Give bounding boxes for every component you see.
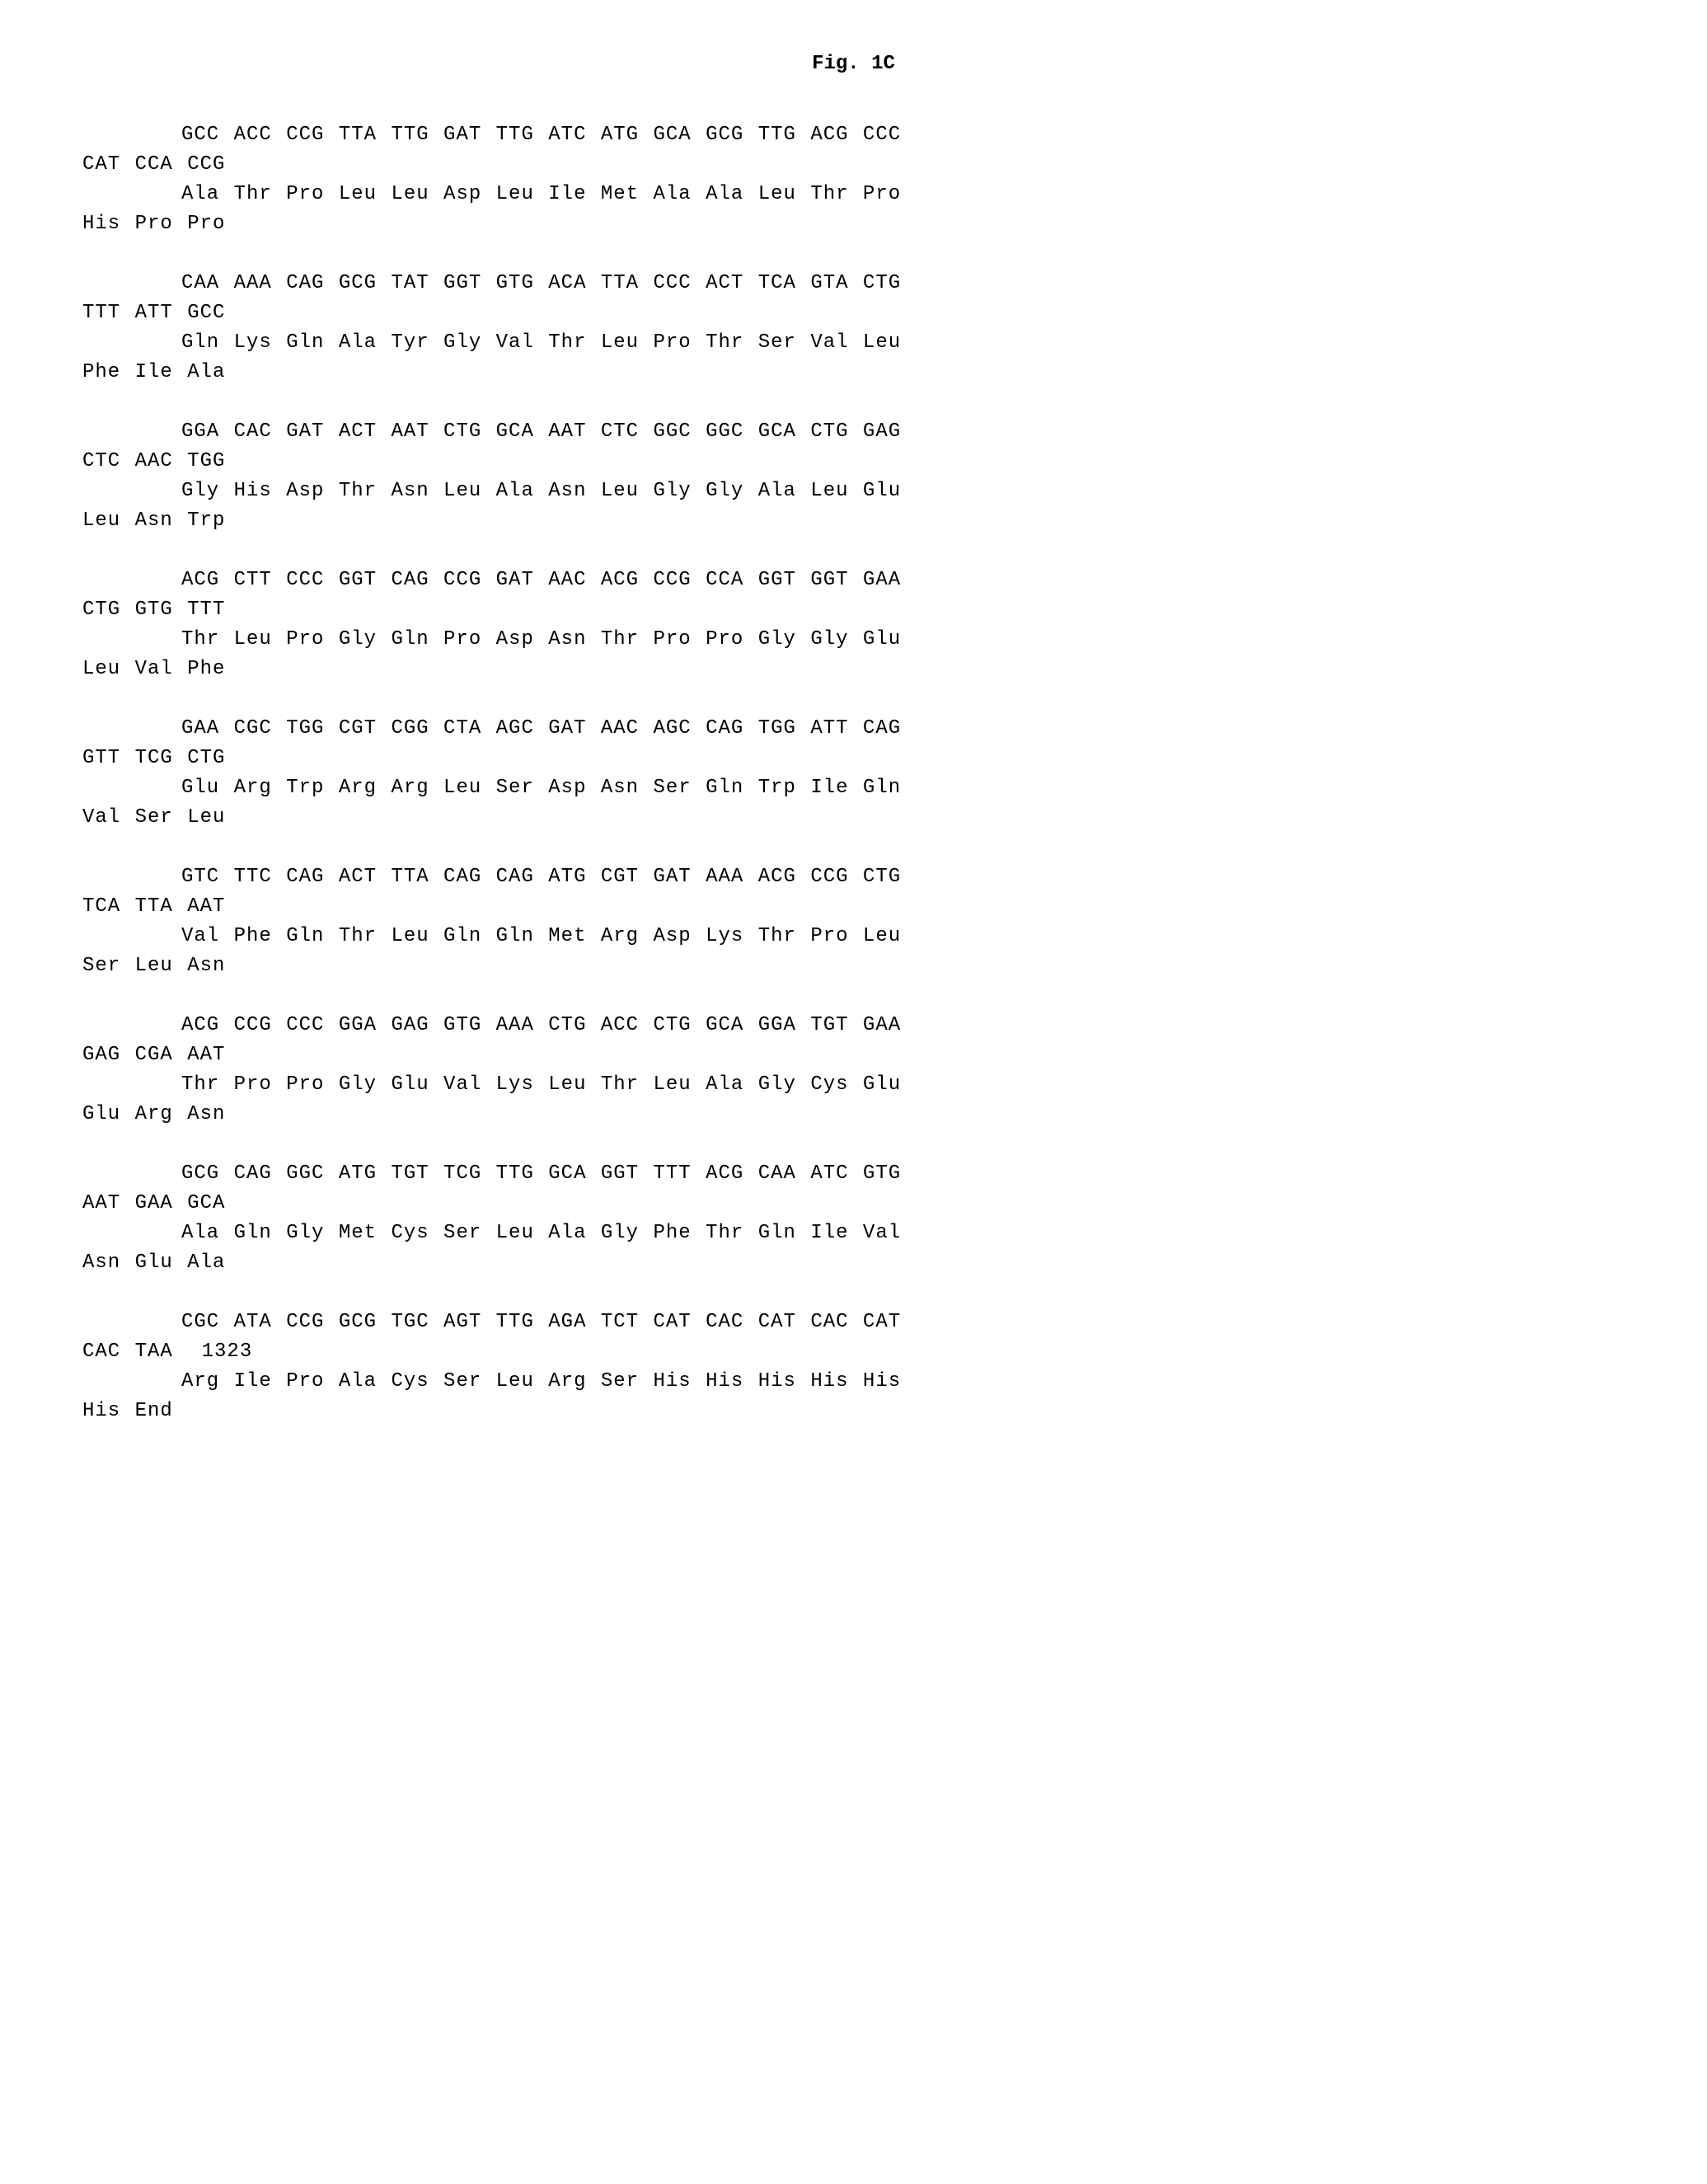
dna-line-2: GAG CGA AAT	[82, 1040, 1625, 1070]
dna-line-1: GGA CAC GAT ACT AAT CTG GCA AAT CTC GGC …	[82, 417, 1625, 447]
sequence-block: GCC ACC CCG TTA TTG GAT TTG ATC ATG GCA …	[82, 120, 1625, 239]
dna-line-2: CTG GTG TTT	[82, 595, 1625, 625]
dna-line-2: TTT ATT GCC	[82, 298, 1625, 328]
amino-acid-line-1: Thr Leu Pro Gly Gln Pro Asp Asn Thr Pro …	[82, 625, 1625, 655]
amino-acid-line-2: Ser Leu Asn	[82, 951, 1625, 981]
amino-acid-line-2: Phe Ile Ala	[82, 358, 1625, 387]
amino-acid-line-2: Leu Asn Trp	[82, 506, 1625, 536]
dna-line-2: CTC AAC TGG	[82, 447, 1625, 477]
sequence-block: GCG CAG GGC ATG TGT TCG TTG GCA GGT TTT …	[82, 1159, 1625, 1278]
sequence-block: ACG CCG CCC GGA GAG GTG AAA CTG ACC CTG …	[82, 1011, 1625, 1130]
dna-line-1: GAA CGC TGG CGT CGG CTA AGC GAT AAC AGC …	[82, 714, 1625, 744]
amino-acid-line-1: Val Phe Gln Thr Leu Gln Gln Met Arg Asp …	[82, 922, 1625, 951]
sequence-block: GTC TTC CAG ACT TTA CAG CAG ATG CGT GAT …	[82, 862, 1625, 981]
amino-acid-line-2: Asn Glu Ala	[82, 1248, 1625, 1278]
amino-acid-line-1: Glu Arg Trp Arg Arg Leu Ser Asp Asn Ser …	[82, 773, 1625, 803]
dna-line-1: GTC TTC CAG ACT TTA CAG CAG ATG CGT GAT …	[82, 862, 1625, 892]
sequence-block: ACG CTT CCC GGT CAG CCG GAT AAC ACG CCG …	[82, 566, 1625, 684]
dna-line-1: ACG CCG CCC GGA GAG GTG AAA CTG ACC CTG …	[82, 1011, 1625, 1040]
dna-line-1: ACG CTT CCC GGT CAG CCG GAT AAC ACG CCG …	[82, 566, 1625, 595]
amino-acid-line-2: His Pro Pro	[82, 209, 1625, 239]
sequence-block: GAA CGC TGG CGT CGG CTA AGC GAT AAC AGC …	[82, 714, 1625, 833]
amino-acid-line-1: Gln Lys Gln Ala Tyr Gly Val Thr Leu Pro …	[82, 328, 1625, 358]
dna-line-2: CAC TAA 1323	[82, 1337, 1625, 1367]
sequence-block: CGC ATA CCG GCG TGC AGT TTG AGA TCT CAT …	[82, 1308, 1625, 1426]
amino-acid-line-2: Leu Val Phe	[82, 655, 1625, 684]
sequence-block: CAA AAA CAG GCG TAT GGT GTG ACA TTA CCC …	[82, 269, 1625, 387]
dna-line-1: GCG CAG GGC ATG TGT TCG TTG GCA GGT TTT …	[82, 1159, 1625, 1189]
dna-line-2: TCA TTA AAT	[82, 892, 1625, 922]
sequence-block: GGA CAC GAT ACT AAT CTG GCA AAT CTC GGC …	[82, 417, 1625, 536]
amino-acid-line-1: Gly His Asp Thr Asn Leu Ala Asn Leu Gly …	[82, 477, 1625, 506]
amino-acid-line-2: Val Ser Leu	[82, 803, 1625, 833]
dna-line-1: GCC ACC CCG TTA TTG GAT TTG ATC ATG GCA …	[82, 120, 1625, 150]
amino-acid-line-1: Arg Ile Pro Ala Cys Ser Leu Arg Ser His …	[82, 1367, 1625, 1397]
amino-acid-line-1: Ala Gln Gly Met Cys Ser Leu Ala Gly Phe …	[82, 1219, 1625, 1248]
amino-acid-line-1: Thr Pro Pro Gly Glu Val Lys Leu Thr Leu …	[82, 1070, 1625, 1100]
amino-acid-line-1: Ala Thr Pro Leu Leu Asp Leu Ile Met Ala …	[82, 180, 1625, 209]
amino-acid-line-2: His End	[82, 1397, 1625, 1426]
amino-acid-line-2: Glu Arg Asn	[82, 1100, 1625, 1130]
dna-line-2: CAT CCA CCG	[82, 150, 1625, 180]
dna-line-1: CGC ATA CCG GCG TGC AGT TTG AGA TCT CAT …	[82, 1308, 1625, 1337]
figure-title: Fig. 1C	[82, 49, 1625, 79]
dna-line-2: AAT GAA GCA	[82, 1189, 1625, 1219]
dna-line-2: GTT TCG CTG	[82, 744, 1625, 773]
dna-line-1: CAA AAA CAG GCG TAT GGT GTG ACA TTA CCC …	[82, 269, 1625, 298]
sequence-blocks-container: GCC ACC CCG TTA TTG GAT TTG ATC ATG GCA …	[82, 120, 1625, 1426]
